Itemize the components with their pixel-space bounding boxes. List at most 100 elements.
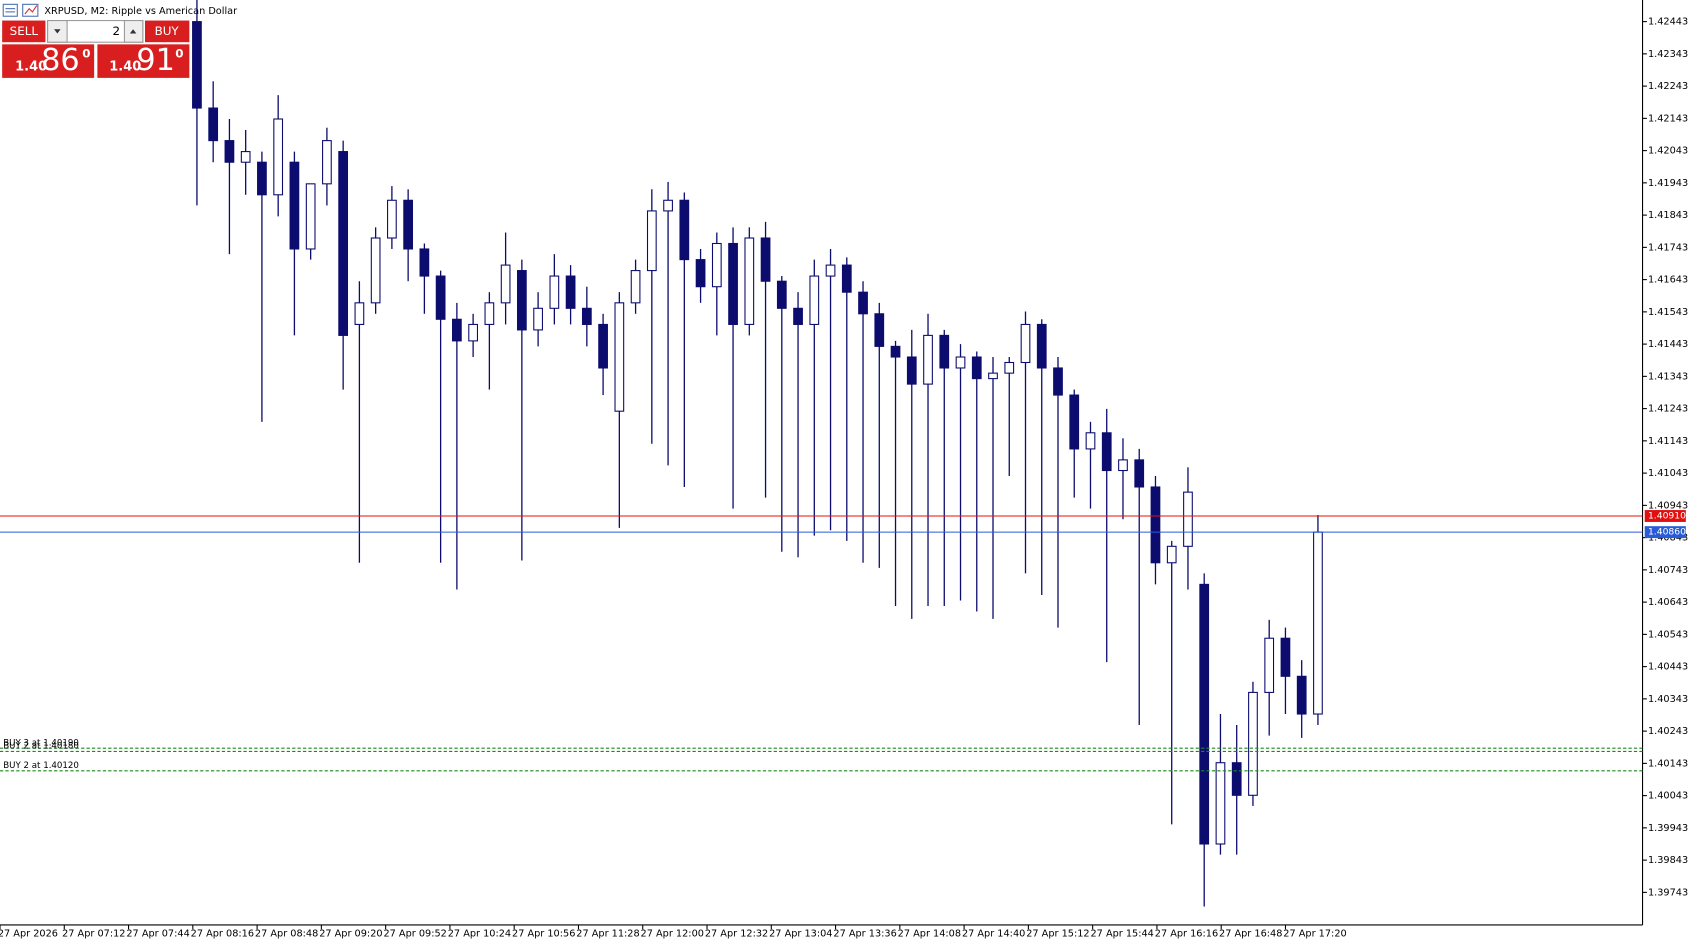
candle-body bbox=[500, 264, 511, 304]
candle-body bbox=[630, 270, 641, 304]
y-tick-label: 1.41943 bbox=[1648, 178, 1688, 189]
sell-price-box[interactable] bbox=[2, 44, 95, 78]
candles bbox=[192, 0, 1323, 907]
candle-body bbox=[1101, 432, 1112, 472]
candle-body bbox=[695, 259, 706, 288]
order-label: BUY 2 at 1.40120 bbox=[3, 761, 79, 771]
y-tick-label: 1.41643 bbox=[1648, 275, 1688, 286]
x-tick-label: 27 Apr 09:20 bbox=[319, 929, 382, 939]
x-tick-label: 27 Apr 13:04 bbox=[769, 929, 832, 939]
candle-body bbox=[1313, 531, 1323, 715]
candle-body bbox=[1215, 762, 1226, 845]
candle-body bbox=[776, 280, 787, 309]
buy-price-big: 91 bbox=[136, 43, 175, 78]
x-tick-label: 27 Apr 14:08 bbox=[898, 929, 961, 939]
y-tick-label: 1.40343 bbox=[1648, 694, 1688, 705]
candle-body bbox=[1036, 323, 1047, 369]
x-tick-label: 27 Apr 14:40 bbox=[962, 929, 1025, 939]
icon-line bbox=[24, 5, 38, 15]
volume-value: 2 bbox=[113, 24, 121, 38]
candle-body bbox=[338, 151, 349, 336]
buy-price-box[interactable] bbox=[97, 44, 190, 78]
candle-body bbox=[581, 307, 592, 325]
candle-body bbox=[1069, 394, 1080, 450]
candle-body bbox=[305, 183, 316, 250]
candle-body bbox=[598, 323, 608, 369]
y-tick-label: 1.41543 bbox=[1648, 307, 1688, 318]
candle-body bbox=[565, 275, 576, 309]
candle-body bbox=[955, 356, 966, 369]
candle-body bbox=[1166, 545, 1177, 564]
candle-body bbox=[971, 356, 982, 380]
candle-body bbox=[744, 237, 755, 325]
ask-label-box bbox=[1644, 510, 1686, 522]
bid-label-box bbox=[1644, 526, 1686, 539]
candle-body bbox=[1199, 583, 1210, 845]
candle-body bbox=[939, 334, 950, 369]
candle-body bbox=[1280, 637, 1291, 677]
arrow-up bbox=[129, 29, 137, 34]
x-tick-label: 27 Apr 17:20 bbox=[1283, 929, 1346, 939]
candle-body bbox=[858, 291, 868, 315]
y-tick-label: 1.40443 bbox=[1648, 662, 1688, 673]
x-tick-label: 27 Apr 2026 bbox=[0, 929, 58, 939]
ask-label: 1.40910 bbox=[1648, 511, 1686, 522]
candle-body bbox=[257, 161, 267, 196]
buy-price-sup: 0 bbox=[175, 47, 183, 61]
candle-body bbox=[273, 118, 284, 196]
y-tick-label: 1.42243 bbox=[1648, 81, 1688, 92]
candle-body bbox=[1085, 432, 1096, 450]
candle-body bbox=[890, 345, 901, 358]
arrow-down bbox=[54, 29, 61, 34]
symbol-title: XRPUSD, M2: Ripple vs American Dollar bbox=[44, 6, 237, 17]
menu-icon[interactable] bbox=[2, 3, 18, 17]
candle-body bbox=[419, 248, 430, 277]
candle-body bbox=[403, 199, 414, 250]
candle-body bbox=[533, 307, 543, 331]
candle-body bbox=[793, 307, 803, 325]
candle-body bbox=[240, 151, 251, 163]
y-tick-label: 1.41243 bbox=[1648, 404, 1688, 415]
candle-body bbox=[452, 318, 462, 342]
y-tick-label: 1.40943 bbox=[1648, 500, 1688, 511]
y-tick-label: 1.41843 bbox=[1648, 210, 1688, 221]
candle-body bbox=[1248, 691, 1258, 796]
candle-body bbox=[874, 313, 885, 347]
one-click-panel: SELL 2 BUY 1.40 86 0 1.40 91 0 bbox=[2, 20, 190, 78]
candle-body bbox=[484, 302, 495, 325]
candle-body bbox=[1053, 367, 1063, 396]
candle-body bbox=[728, 242, 738, 325]
x-tick-label: 27 Apr 13:36 bbox=[833, 929, 896, 939]
candle-body bbox=[1134, 459, 1145, 488]
candle-body bbox=[646, 210, 657, 272]
candle-body bbox=[387, 199, 397, 239]
x-tick-label: 27 Apr 15:12 bbox=[1026, 929, 1089, 939]
candle-body bbox=[663, 199, 673, 212]
y-tick-label: 1.42143 bbox=[1648, 113, 1688, 124]
candle-body bbox=[370, 237, 381, 304]
candle-body bbox=[988, 372, 998, 380]
sell-label: SELL bbox=[10, 24, 39, 38]
y-tick-label: 1.40243 bbox=[1648, 726, 1688, 737]
x-tick-label: 27 Apr 09:52 bbox=[383, 929, 446, 939]
order-label: BUY 3 at 1.40190 bbox=[3, 738, 79, 748]
buy-button[interactable] bbox=[144, 20, 190, 43]
candle-body bbox=[1231, 762, 1242, 796]
y-tick-label: 1.40543 bbox=[1648, 629, 1688, 640]
candle-body bbox=[923, 334, 933, 385]
candle-body bbox=[468, 323, 478, 342]
sell-button[interactable] bbox=[2, 20, 46, 43]
sell-price-sup: 0 bbox=[82, 47, 90, 61]
candle-body bbox=[679, 199, 690, 261]
candle-body bbox=[1004, 361, 1015, 374]
candle-body bbox=[1264, 637, 1275, 693]
candle-body bbox=[906, 356, 917, 385]
buy-price-small: 1.40 bbox=[109, 60, 141, 75]
candle-body bbox=[1296, 675, 1307, 715]
y-tick-label: 1.42343 bbox=[1648, 49, 1688, 60]
candle-body bbox=[711, 242, 722, 288]
y-tick-label: 1.40843 bbox=[1648, 533, 1688, 544]
y-tick-label: 1.42043 bbox=[1648, 146, 1688, 157]
